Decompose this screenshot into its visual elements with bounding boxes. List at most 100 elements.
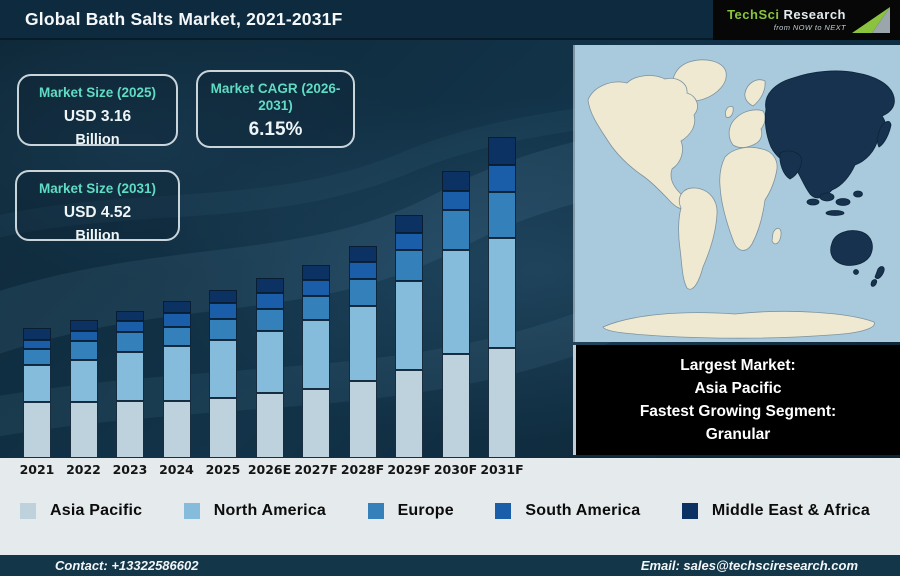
bar-segment-middle-east-africa xyxy=(255,278,284,293)
bar-segment-middle-east-africa xyxy=(488,137,516,165)
market-size-2025-box: Market Size (2025) USD 3.16 Billion xyxy=(17,74,178,148)
x-axis-label-2022: 2022 xyxy=(66,462,101,477)
page-title: Global Bath Salts Market, 2021-2031F xyxy=(25,9,343,29)
x-axis-label-2029F: 2029F xyxy=(387,462,431,477)
bar-segment-north-america xyxy=(162,346,191,401)
bar-segment-south-america xyxy=(302,280,330,296)
bar-2024 xyxy=(162,301,191,458)
bar-segment-asia-pacific xyxy=(255,393,284,458)
map-sumatra xyxy=(806,198,820,206)
bar-segment-north-america xyxy=(395,281,423,370)
map-scandinavia xyxy=(744,79,766,107)
bar-2021 xyxy=(23,328,51,458)
bar-segment-middle-east-africa xyxy=(348,246,377,262)
market-size-2031-box: Market Size (2031) USD 4.52 Billion xyxy=(15,170,180,244)
logo-brand-techsci: TechSci xyxy=(727,7,780,23)
map-north-america xyxy=(587,75,698,210)
market-cagr-value: 6.15% xyxy=(248,118,303,140)
legend-swatch-icon xyxy=(367,503,384,519)
map-philippines xyxy=(853,190,863,198)
bar-2030F xyxy=(441,171,470,458)
bar-2028F xyxy=(348,246,377,458)
x-axis-label-2024: 2024 xyxy=(159,462,194,477)
fastest-segment-label: Fastest Growing Segment: xyxy=(639,403,837,420)
legend-label: Asia Pacific xyxy=(50,502,143,519)
map-tasmania xyxy=(853,269,859,275)
bar-segment-europe xyxy=(302,296,330,320)
logo-arrow-icon xyxy=(852,7,890,33)
x-axis-label-2027F: 2027F xyxy=(294,462,338,477)
bar-segment-south-america xyxy=(441,191,470,210)
bar-segment-north-america xyxy=(116,352,144,401)
bar-2029F xyxy=(395,215,423,458)
logo-tagline: from NOW to NEXT xyxy=(773,23,846,33)
map-south-america xyxy=(678,187,718,290)
techsci-logo: TechSci Research from NOW to NEXT xyxy=(713,0,900,40)
bar-segment-asia-pacific xyxy=(116,401,144,458)
bar-segment-middle-east-africa xyxy=(69,320,98,331)
bar-segment-north-america xyxy=(488,238,516,348)
bar-segment-europe xyxy=(348,279,377,306)
bar-segment-middle-east-africa xyxy=(441,171,470,191)
x-axis-label-2028F: 2028F xyxy=(340,462,385,477)
bar-segment-middle-east-africa xyxy=(395,215,423,233)
map-new-zealand-south xyxy=(870,279,878,287)
bar-segment-north-america xyxy=(255,331,284,393)
map-sulawesi xyxy=(835,198,851,206)
bar-segment-asia-pacific xyxy=(162,401,191,458)
bar-segment-south-america xyxy=(209,303,237,319)
bar-segment-asia-pacific xyxy=(302,389,330,458)
bar-segment-europe xyxy=(488,192,516,238)
bar-segment-middle-east-africa xyxy=(116,311,144,321)
legend-label: South America xyxy=(525,502,641,519)
legend-item-europe: Europe xyxy=(367,502,454,520)
legend-label: Europe xyxy=(397,502,454,519)
chart-background: Market Size (2025) USD 3.16 Billion Mark… xyxy=(0,40,900,458)
bar-segment-south-america xyxy=(69,331,98,341)
bar-segment-europe xyxy=(209,319,237,340)
bar-2022 xyxy=(69,320,98,458)
bar-segment-south-america xyxy=(488,165,516,192)
bar-segment-europe xyxy=(116,332,144,352)
bar-segment-asia-pacific xyxy=(488,348,516,458)
axis-and-legend-band: 2021 2022 2023 2024 2025 2026E 2027F 2028F 2029F… xyxy=(0,458,900,555)
market-cagr-box: Market CAGR (2026-2031) 6.15% xyxy=(196,70,355,148)
bar-segment-asia-pacific xyxy=(23,402,51,458)
bar-segment-europe xyxy=(395,250,423,281)
x-axis-label-2030F: 2030F xyxy=(433,462,478,477)
bar-segment-europe xyxy=(23,349,51,365)
footer-email: Email: sales@techsciresearch.com xyxy=(640,558,858,573)
bar-segment-europe xyxy=(441,210,470,250)
bar-segment-north-america xyxy=(302,320,330,389)
bar-2026E xyxy=(255,278,284,458)
market-size-2025-unit: Billion xyxy=(75,131,120,148)
bar-2025 xyxy=(209,290,237,458)
bar-segment-asia-pacific xyxy=(348,381,377,458)
logo-text: TechSci Research from NOW to NEXT xyxy=(727,8,846,32)
bar-2027F xyxy=(302,265,330,458)
bar-segment-north-america xyxy=(69,360,98,402)
x-axis-label-2031F: 2031F xyxy=(480,462,524,477)
bar-segment-europe xyxy=(69,341,98,360)
market-size-2031-title: Market Size (2031) xyxy=(38,181,157,196)
chart-legend: Asia Pacific North America Europe South Ame… xyxy=(0,502,900,520)
largest-market-value: Asia Pacific xyxy=(694,380,782,397)
stacked-bar-chart xyxy=(0,40,573,458)
market-cagr-title: Market CAGR (2026-2031) xyxy=(210,81,341,113)
footer-contact: Contact: +13322586602 xyxy=(55,558,199,573)
bar-segment-south-america xyxy=(162,313,191,327)
legend-item-asia-pacific: Asia Pacific xyxy=(20,502,142,520)
legend-swatch-icon xyxy=(495,503,512,519)
bar-segment-middle-east-africa xyxy=(23,328,51,340)
largest-market-label: Largest Market: xyxy=(680,357,796,374)
world-map-svg xyxy=(575,45,900,342)
logo-brand-research: Research xyxy=(783,7,846,23)
legend-label: Middle East & Africa xyxy=(711,502,870,519)
bar-segment-middle-east-africa xyxy=(302,265,330,280)
legend-swatch-icon xyxy=(681,503,698,519)
map-africa xyxy=(719,146,778,251)
legend-label: North America xyxy=(213,502,327,519)
bar-segment-south-america xyxy=(255,293,284,309)
map-australia-highlight xyxy=(830,230,873,266)
legend-swatch-icon xyxy=(20,503,36,519)
